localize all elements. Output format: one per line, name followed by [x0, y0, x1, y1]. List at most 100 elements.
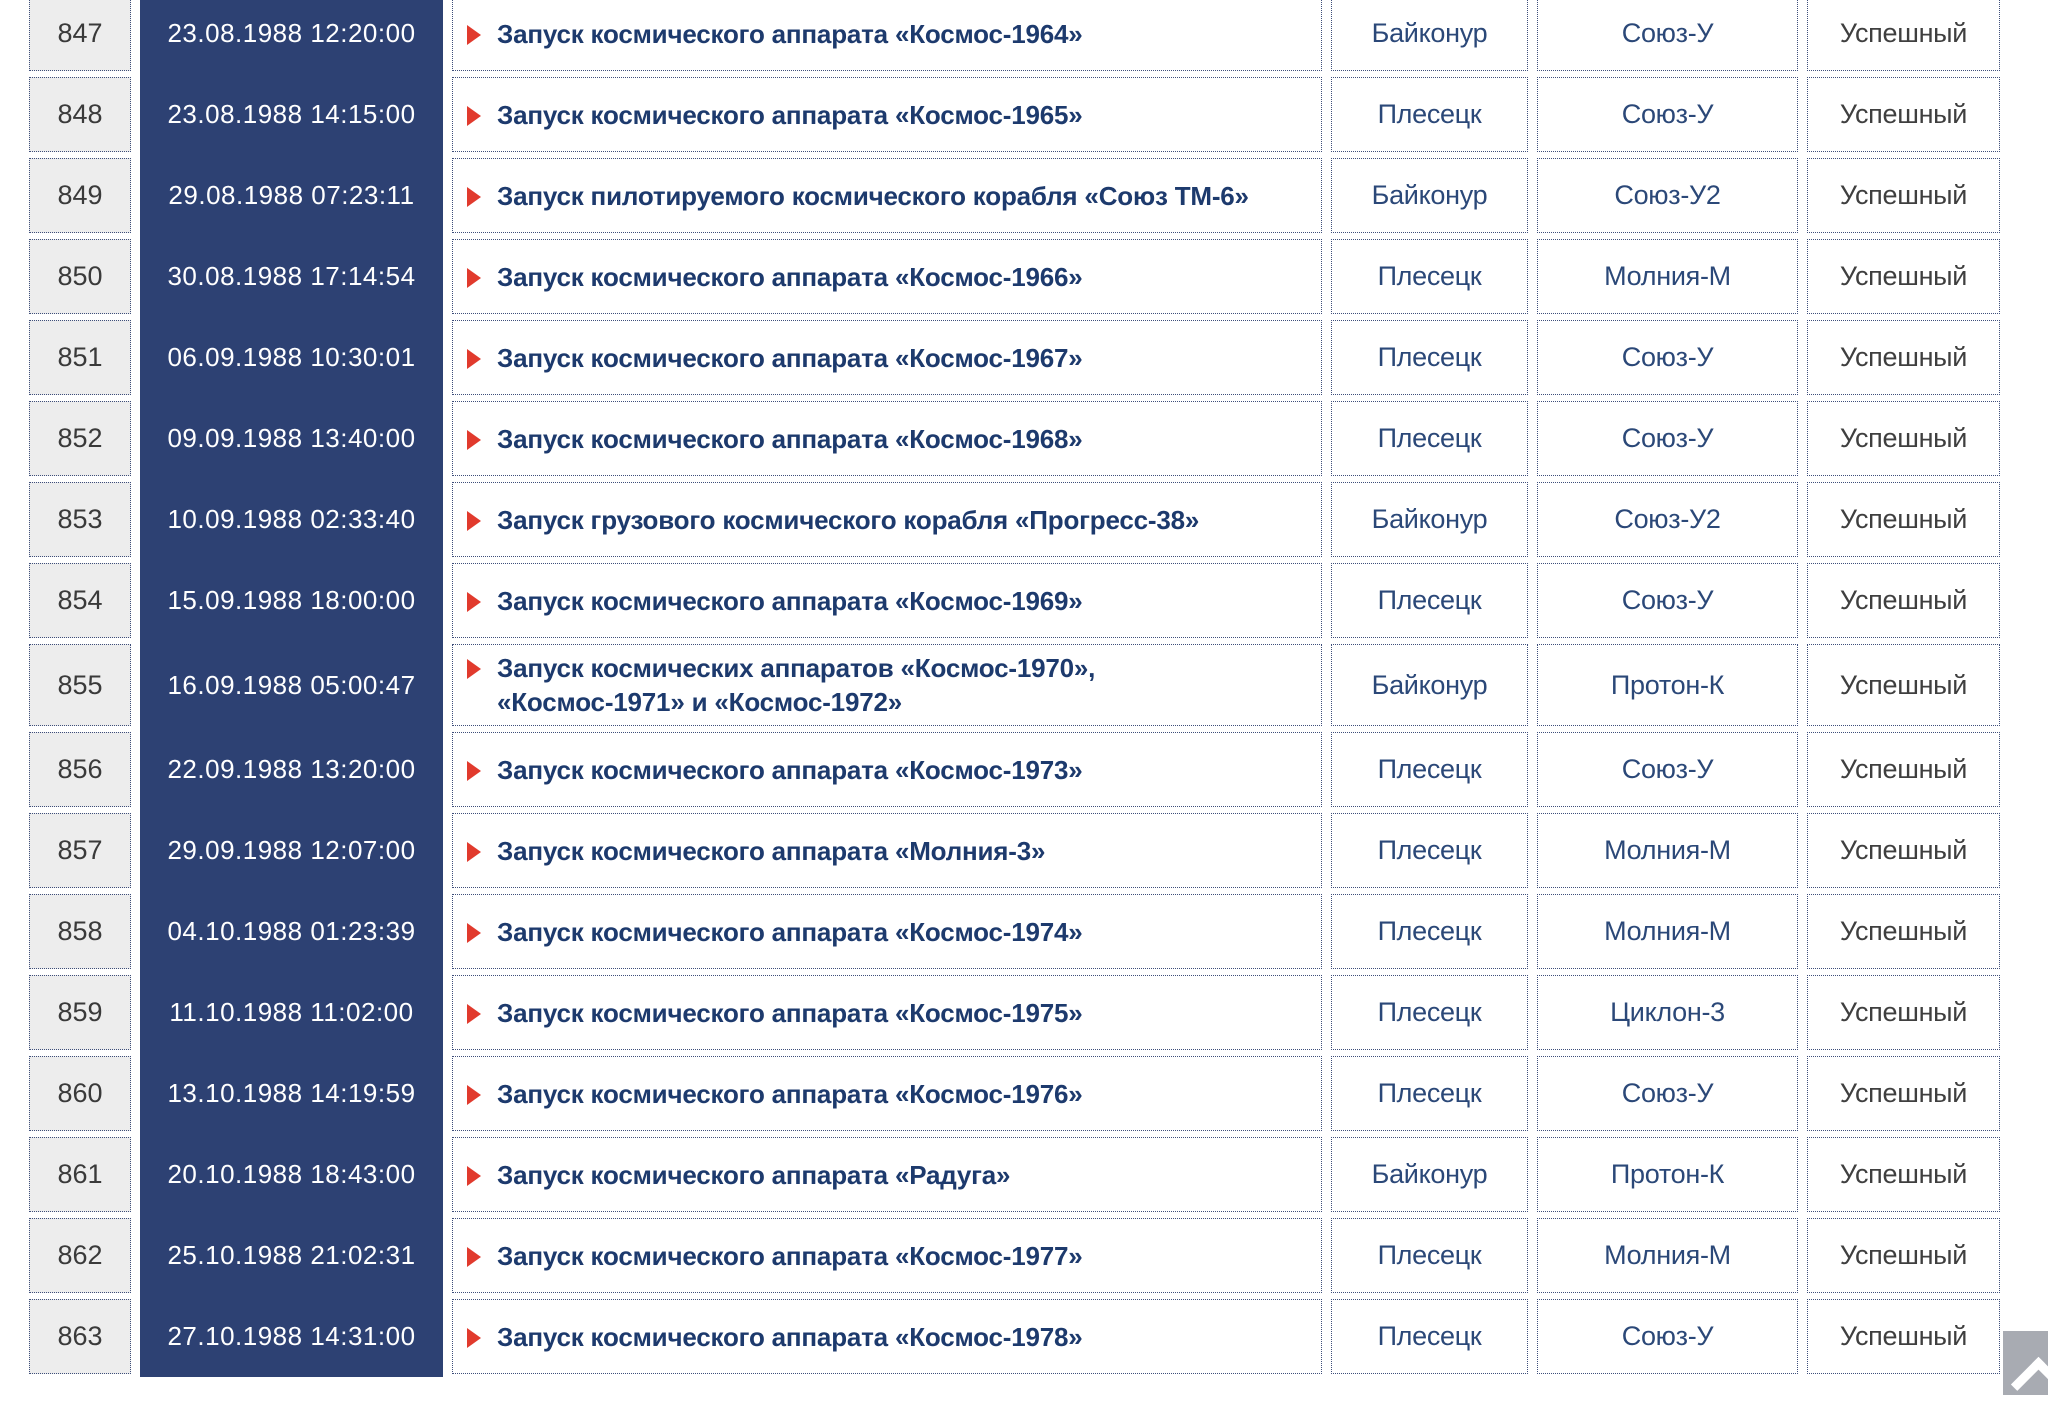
- launch-datetime-cell: 30.08.1988 17:14:54: [140, 239, 443, 314]
- launch-description-cell[interactable]: Запуск космического аппарата «Космос-197…: [452, 732, 1322, 807]
- status-cell: Успешный: [1807, 1056, 2000, 1131]
- launch-description-text[interactable]: Запуск космического аппарата «Космос-197…: [497, 754, 1083, 785]
- launch-description-text[interactable]: Запуск космического аппарата «Космос-196…: [497, 423, 1083, 454]
- launch-datetime-cell: 13.10.1988 14:19:59: [140, 1056, 443, 1131]
- launch-description-cell[interactable]: Запуск космического аппарата «Космос-196…: [452, 77, 1322, 152]
- launch-site-cell: Плесецк: [1331, 975, 1528, 1050]
- row-number-cell: 848: [29, 77, 131, 152]
- status-cell: Успешный: [1807, 401, 2000, 476]
- table-row: 857 29.09.1988 12:07:00 Запуск космическ…: [29, 813, 2000, 888]
- launch-description-cell[interactable]: Запуск космического аппарата «Радуга»: [452, 1137, 1322, 1212]
- launch-description-wrap: Запуск космического аппарата «Космос-197…: [465, 996, 1307, 1030]
- launch-description-text[interactable]: Запуск космического аппарата «Космос-197…: [497, 1321, 1083, 1352]
- rocket-cell: Протон-К: [1537, 644, 1798, 726]
- launch-site-cell: Плесецк: [1331, 401, 1528, 476]
- launch-description-text[interactable]: Запуск космического аппарата «Космос-196…: [497, 18, 1083, 49]
- launch-datetime-cell: 20.10.1988 18:43:00: [140, 1137, 443, 1212]
- table-row: 855 16.09.1988 05:00:47 Запуск космическ…: [29, 644, 2000, 726]
- launch-log-table-wrapper: 847 23.08.1988 12:20:00 Запуск космическ…: [20, 0, 2009, 1380]
- launch-datetime-cell: 16.09.1988 05:00:47: [140, 644, 443, 726]
- table-row: 854 15.09.1988 18:00:00 Запуск космическ…: [29, 563, 2000, 638]
- status-cell: Успешный: [1807, 158, 2000, 233]
- table-row: 852 09.09.1988 13:40:00 Запуск космическ…: [29, 401, 2000, 476]
- launch-description-cell[interactable]: Запуск грузового космического корабля «П…: [452, 482, 1322, 557]
- launch-description-cell[interactable]: Запуск космического аппарата «Космос-196…: [452, 239, 1322, 314]
- launch-description-wrap: Запуск космического аппарата «Космос-197…: [465, 753, 1307, 787]
- launch-description-text[interactable]: Запуск космического аппарата «Космос-196…: [497, 99, 1083, 130]
- table-row: 861 20.10.1988 18:43:00 Запуск космическ…: [29, 1137, 2000, 1212]
- launch-description-cell[interactable]: Запуск космического аппарата «Космос-197…: [452, 1218, 1322, 1293]
- launch-site-cell: Плесецк: [1331, 732, 1528, 807]
- launch-description-text[interactable]: Запуск космического аппарата «Космос-197…: [497, 1078, 1083, 1109]
- launch-site-cell: Плесецк: [1331, 320, 1528, 395]
- launch-description-wrap: Запуск космического аппарата «Молния-3»: [465, 834, 1307, 868]
- table-row: 850 30.08.1988 17:14:54 Запуск космическ…: [29, 239, 2000, 314]
- bullet-triangle-icon: [467, 1165, 481, 1186]
- launch-description-cell[interactable]: Запуск космических аппаратов «Космос-197…: [452, 644, 1322, 726]
- launch-datetime-cell: 22.09.1988 13:20:00: [140, 732, 443, 807]
- launch-description-text[interactable]: Запуск космического аппарата «Радуга»: [497, 1159, 1011, 1190]
- bullet-triangle-icon: [467, 105, 481, 126]
- table-row: 849 29.08.1988 07:23:11 Запуск пилотируе…: [29, 158, 2000, 233]
- bullet-triangle-icon: [467, 922, 481, 943]
- launch-datetime-cell: 29.09.1988 12:07:00: [140, 813, 443, 888]
- status-cell: Успешный: [1807, 644, 2000, 726]
- launch-site-cell: Байконур: [1331, 1137, 1528, 1212]
- launch-description-cell[interactable]: Запуск космического аппарата «Космос-196…: [452, 401, 1322, 476]
- row-number-cell: 850: [29, 239, 131, 314]
- launch-description-wrap: Запуск космического аппарата «Космос-196…: [465, 17, 1307, 51]
- launch-description-cell[interactable]: Запуск пилотируемого космического корабл…: [452, 158, 1322, 233]
- launch-description-text[interactable]: Запуск пилотируемого космического корабл…: [497, 180, 1249, 211]
- row-number-cell: 860: [29, 1056, 131, 1131]
- launch-description-text[interactable]: Запуск космического аппарата «Космос-196…: [497, 342, 1083, 373]
- launch-datetime-cell: 09.09.1988 13:40:00: [140, 401, 443, 476]
- launch-description-text[interactable]: Запуск космического аппарата «Космос-196…: [497, 585, 1083, 616]
- launch-description-cell[interactable]: Запуск космического аппарата «Космос-197…: [452, 894, 1322, 969]
- launch-description-cell[interactable]: Запуск космического аппарата «Космос-196…: [452, 563, 1322, 638]
- status-cell: Успешный: [1807, 1299, 2000, 1374]
- launch-description-cell[interactable]: Запуск космического аппарата «Космос-196…: [452, 0, 1322, 71]
- row-number-cell: 855: [29, 644, 131, 726]
- launch-datetime-cell: 04.10.1988 01:23:39: [140, 894, 443, 969]
- launch-description-wrap: Запуск грузового космического корабля «П…: [465, 503, 1307, 537]
- launch-description-cell[interactable]: Запуск космического аппарата «Молния-3»: [452, 813, 1322, 888]
- table-row: 848 23.08.1988 14:15:00 Запуск космическ…: [29, 77, 2000, 152]
- status-cell: Успешный: [1807, 482, 2000, 557]
- scroll-to-top-button[interactable]: [2003, 1331, 2048, 1412]
- launch-description-text[interactable]: Запуск космического аппарата «Космос-196…: [497, 261, 1083, 292]
- status-cell: Успешный: [1807, 813, 2000, 888]
- row-number-cell: 851: [29, 320, 131, 395]
- launch-description-cell[interactable]: Запуск космического аппарата «Космос-197…: [452, 1299, 1322, 1374]
- table-row: 862 25.10.1988 21:02:31 Запуск космическ…: [29, 1218, 2000, 1293]
- bullet-triangle-icon: [467, 591, 481, 612]
- launch-description-wrap: Запуск космического аппарата «Космос-197…: [465, 1320, 1307, 1354]
- table-row: 858 04.10.1988 01:23:39 Запуск космическ…: [29, 894, 2000, 969]
- launch-description-cell[interactable]: Запуск космического аппарата «Космос-197…: [452, 975, 1322, 1050]
- bullet-triangle-icon: [467, 510, 481, 531]
- launch-datetime-cell: 06.09.1988 10:30:01: [140, 320, 443, 395]
- launch-description-text[interactable]: Запуск грузового космического корабля «П…: [497, 504, 1200, 535]
- row-number-cell: 849: [29, 158, 131, 233]
- launch-datetime-cell: 25.10.1988 21:02:31: [140, 1218, 443, 1293]
- bullet-triangle-icon: [467, 760, 481, 781]
- status-cell: Успешный: [1807, 320, 2000, 395]
- rocket-cell: Союз-У: [1537, 563, 1798, 638]
- launch-description-wrap: Запуск космического аппарата «Космос-196…: [465, 341, 1307, 375]
- bullet-triangle-icon: [467, 1246, 481, 1267]
- status-cell: Успешный: [1807, 975, 2000, 1050]
- launch-description-text[interactable]: Запуск космического аппарата «Космос-197…: [497, 997, 1083, 1028]
- row-number-cell: 862: [29, 1218, 131, 1293]
- bullet-triangle-icon: [467, 1084, 481, 1105]
- launch-description-text[interactable]: Запуск космических аппаратов «Космос-197…: [497, 653, 1096, 717]
- launch-description-wrap: Запуск космического аппарата «Космос-196…: [465, 584, 1307, 618]
- launch-description-text[interactable]: Запуск космического аппарата «Космос-197…: [497, 1240, 1083, 1271]
- rocket-cell: Союз-У: [1537, 401, 1798, 476]
- launch-description-cell[interactable]: Запуск космического аппарата «Космос-196…: [452, 320, 1322, 395]
- launch-description-cell[interactable]: Запуск космического аппарата «Космос-197…: [452, 1056, 1322, 1131]
- launch-datetime-cell: 15.09.1988 18:00:00: [140, 563, 443, 638]
- launch-description-text[interactable]: Запуск космического аппарата «Молния-3»: [497, 835, 1046, 866]
- row-number-cell: 852: [29, 401, 131, 476]
- launch-description-wrap: Запуск космического аппарата «Радуга»: [465, 1158, 1307, 1192]
- launch-datetime-cell: 23.08.1988 12:20:00: [140, 0, 443, 71]
- launch-description-text[interactable]: Запуск космического аппарата «Космос-197…: [497, 916, 1083, 947]
